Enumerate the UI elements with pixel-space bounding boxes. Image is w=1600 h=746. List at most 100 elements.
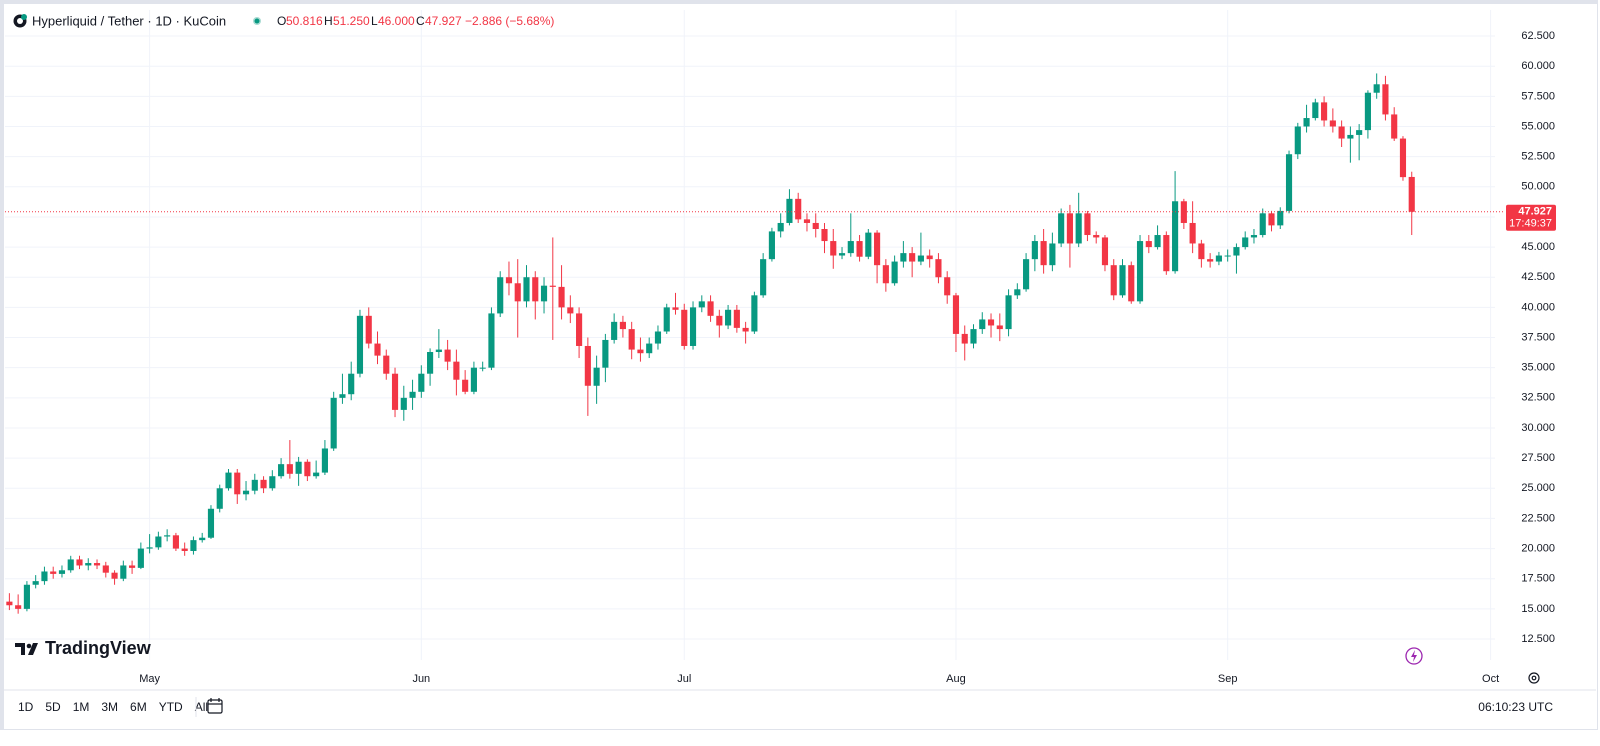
candle-body: [365, 315, 372, 344]
candle-body: [1233, 247, 1240, 256]
y-tick-label: 27.500: [1521, 452, 1555, 464]
candle-body: [654, 331, 662, 344]
range-button[interactable]: 6M: [130, 700, 147, 714]
candle-body: [576, 313, 583, 346]
candle-body: [549, 285, 556, 287]
candle-body: [32, 581, 39, 585]
candle-body: [1189, 222, 1196, 244]
legend-key: H: [324, 14, 333, 28]
y-tick-label: 50.000: [1521, 181, 1555, 193]
candle-body: [681, 309, 688, 346]
candle-body: [1285, 154, 1293, 211]
x-tick-label: Jun: [412, 673, 430, 685]
candle-body: [1347, 134, 1354, 139]
candle-body: [400, 397, 407, 410]
candle-body: [1101, 237, 1109, 266]
range-button[interactable]: 5D: [45, 700, 61, 714]
price-tag-countdown: 17:49:37: [1509, 218, 1552, 230]
range-button[interactable]: YTD: [159, 700, 183, 714]
candle-body: [146, 547, 153, 549]
range-button[interactable]: All: [195, 700, 208, 714]
price-tag-value: 47.927: [1518, 206, 1552, 218]
candle-body: [462, 379, 469, 392]
candle-body: [129, 565, 136, 568]
candle-body: [514, 283, 521, 302]
candle-body: [619, 321, 626, 330]
y-tick-label: 60.000: [1521, 60, 1555, 72]
candle-body: [856, 241, 863, 257]
candle-body: [1373, 84, 1380, 93]
market-status-dot: [254, 18, 260, 24]
candle-body: [611, 321, 618, 340]
candle-body: [330, 397, 337, 449]
candle-body: [1356, 130, 1363, 135]
price-tag: [1506, 204, 1556, 231]
candle-body: [1154, 235, 1161, 248]
candle-body: [584, 345, 591, 386]
candle-body: [1207, 259, 1214, 262]
candle-body: [190, 540, 197, 551]
candle-body: [339, 394, 346, 398]
candle-body: [1259, 213, 1266, 236]
candle-body: [505, 277, 513, 284]
range-button[interactable]: 1M: [73, 700, 90, 714]
x-tick-label: Jul: [677, 673, 691, 685]
candle-body: [795, 198, 802, 220]
clock: 06:10:23 UTC: [1478, 700, 1553, 714]
candle-body: [374, 343, 381, 356]
candle-body: [479, 367, 486, 369]
candle-body: [1224, 255, 1231, 257]
y-tick-label: 20.000: [1521, 542, 1555, 554]
candle-body: [1093, 235, 1100, 238]
brand-name: TradingView: [45, 638, 152, 658]
candle-body: [313, 472, 320, 477]
candle-body: [216, 488, 223, 509]
candle-body: [672, 307, 679, 310]
candle-body: [435, 349, 442, 353]
date-range-icon[interactable]: [207, 698, 223, 714]
candle-body: [1040, 241, 1047, 266]
candle-body: [155, 536, 162, 548]
legend-key: C: [416, 14, 425, 28]
candle-body: [1391, 114, 1398, 139]
candle-body: [164, 535, 171, 537]
y-tick-label: 55.000: [1521, 120, 1555, 132]
legend-value: 46.000: [378, 14, 415, 28]
candle-body: [628, 329, 635, 350]
candle-body: [1321, 102, 1328, 121]
candle-body: [286, 464, 293, 474]
brand-logo: [15, 643, 38, 655]
y-tick-label: 45.000: [1521, 241, 1555, 253]
y-tick-label: 57.500: [1521, 90, 1555, 102]
grid: [5, 10, 1495, 660]
candle-body: [1338, 126, 1345, 139]
candle-body: [1163, 235, 1170, 272]
candle-body: [470, 367, 477, 392]
candle-body: [961, 333, 968, 344]
alert-icon[interactable]: [1405, 647, 1423, 665]
candle-body: [418, 373, 425, 392]
candle-body: [356, 315, 364, 374]
candle-body: [952, 295, 960, 334]
candle-body: [803, 219, 811, 223]
candle-body: [41, 571, 48, 582]
y-tick-label: 17.500: [1521, 573, 1555, 585]
candle-body: [777, 222, 784, 232]
settings-icon[interactable]: [1528, 672, 1540, 684]
candle-body: [137, 548, 144, 568]
range-button[interactable]: 3M: [101, 700, 118, 714]
candle-body: [50, 571, 57, 574]
candle-body: [1382, 84, 1389, 115]
candle-body: [523, 277, 530, 302]
candle-body: [444, 349, 451, 362]
candle-body: [1303, 118, 1310, 127]
candle-body: [593, 367, 600, 386]
candle-body: [488, 313, 495, 368]
candle-body: [269, 476, 276, 489]
candle-body: [93, 563, 101, 566]
candle-body: [1408, 176, 1415, 212]
x-tick-label: Oct: [1482, 673, 1499, 685]
y-tick-label: 12.500: [1521, 633, 1555, 645]
range-button[interactable]: 1D: [18, 700, 34, 714]
candle-body: [1329, 120, 1336, 127]
